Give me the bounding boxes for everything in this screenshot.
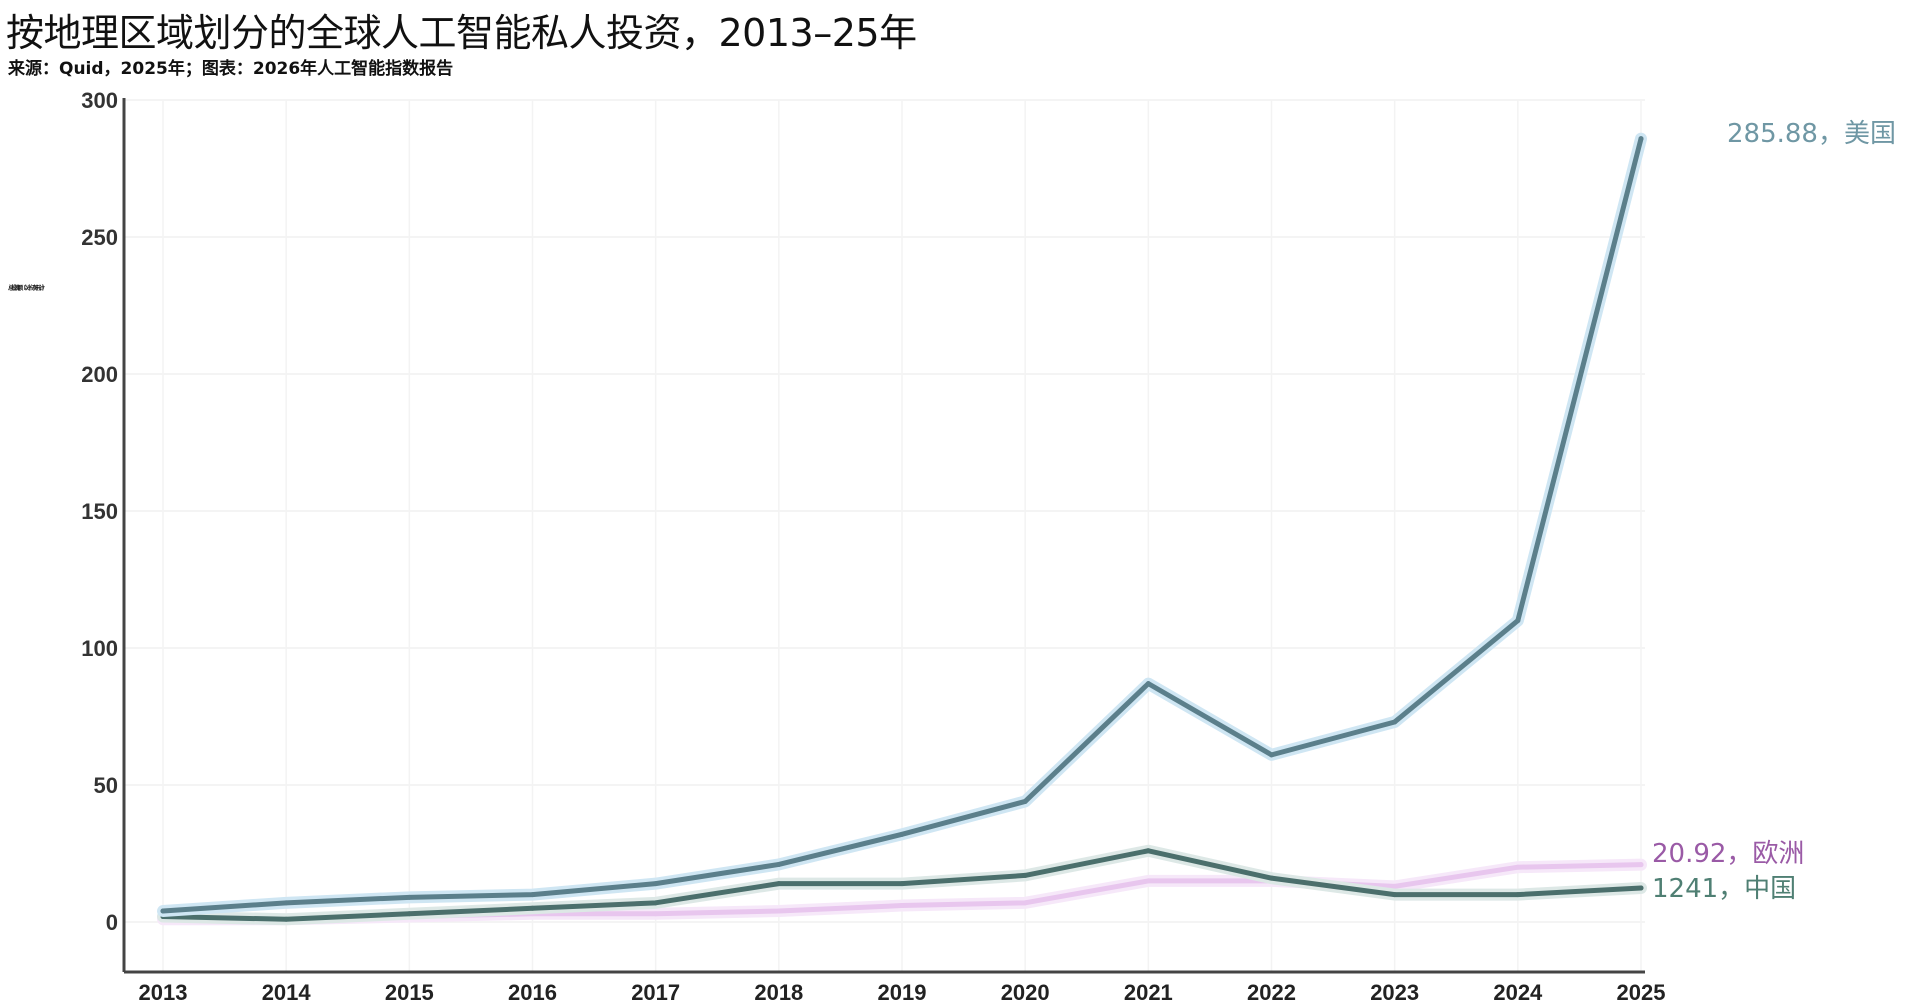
data-point-中国 bbox=[1515, 892, 1521, 898]
y-tick-label: 150 bbox=[81, 499, 118, 524]
data-point-中国 bbox=[653, 900, 659, 906]
y-tick-label: 50 bbox=[94, 773, 118, 798]
end-label-美国: 285.88，美国 bbox=[1727, 119, 1896, 149]
data-point-中国 bbox=[776, 881, 782, 887]
data-point-美国 bbox=[1022, 798, 1028, 804]
data-point-美国 bbox=[899, 831, 905, 837]
data-point-美国 bbox=[530, 892, 535, 898]
data-point-欧洲 bbox=[1515, 864, 1521, 870]
data-point-中国 bbox=[530, 905, 535, 911]
data-point-美国 bbox=[406, 894, 412, 900]
x-tick-label: 2022 bbox=[1247, 980, 1296, 1003]
data-point-欧洲 bbox=[1022, 900, 1028, 906]
data-point-美国 bbox=[1392, 719, 1398, 725]
x-tick-label: 2014 bbox=[262, 980, 312, 1003]
data-point-美国 bbox=[776, 861, 782, 867]
x-tick-label: 2019 bbox=[878, 980, 927, 1003]
x-tick-label: 2017 bbox=[631, 980, 680, 1003]
y-tick-label: 100 bbox=[81, 636, 118, 661]
x-tick-label: 2016 bbox=[508, 980, 557, 1003]
data-point-中国 bbox=[1145, 848, 1151, 854]
y-tick-label: 250 bbox=[81, 225, 118, 250]
data-point-中国 bbox=[1269, 875, 1274, 881]
data-point-欧洲 bbox=[1638, 862, 1644, 868]
data-point-中国 bbox=[406, 911, 412, 917]
end-label-中国: 1241，中国 bbox=[1652, 874, 1796, 904]
x-tick-label: 2024 bbox=[1493, 980, 1543, 1003]
data-point-美国 bbox=[160, 908, 166, 914]
data-point-中国 bbox=[1638, 885, 1644, 891]
data-point-欧洲 bbox=[899, 903, 905, 909]
x-tick-label: 2021 bbox=[1124, 980, 1173, 1003]
chart-source: 来源：Quid，2025年；图表：2026年人工智能指数报告 bbox=[8, 59, 454, 79]
chart-title: 按地理区域划分的全球人工智能私人投资，2013–25年 bbox=[6, 11, 917, 55]
x-tick-label: 2015 bbox=[385, 980, 434, 1003]
end-label-欧洲: 20.92，欧洲 bbox=[1652, 839, 1804, 869]
data-point-美国 bbox=[1515, 618, 1521, 624]
x-tick-label: 2023 bbox=[1370, 980, 1419, 1003]
y-tick-label: 300 bbox=[81, 88, 118, 113]
data-point-欧洲 bbox=[1145, 878, 1151, 884]
y-axis-label: 总投资额（以十亿美元计） bbox=[8, 284, 48, 292]
data-point-中国 bbox=[1392, 892, 1398, 898]
data-point-欧洲 bbox=[776, 908, 782, 914]
x-tick-label: 2018 bbox=[754, 980, 803, 1003]
x-tick-label: 2013 bbox=[139, 980, 188, 1003]
data-point-欧洲 bbox=[653, 911, 659, 917]
y-tick-label: 0 bbox=[106, 910, 118, 935]
x-tick-label: 2025 bbox=[1617, 980, 1666, 1003]
data-point-欧洲 bbox=[1392, 883, 1398, 889]
x-tick-label: 2020 bbox=[1001, 980, 1050, 1003]
data-point-中国 bbox=[899, 881, 905, 887]
data-point-美国 bbox=[283, 900, 289, 906]
data-point-中国 bbox=[1022, 872, 1028, 878]
data-point-美国 bbox=[1638, 136, 1644, 142]
y-tick-label: 200 bbox=[81, 362, 118, 387]
data-point-中国 bbox=[283, 916, 289, 922]
data-point-美国 bbox=[1145, 681, 1151, 687]
data-point-美国 bbox=[653, 881, 659, 887]
data-point-美国 bbox=[1269, 752, 1274, 758]
